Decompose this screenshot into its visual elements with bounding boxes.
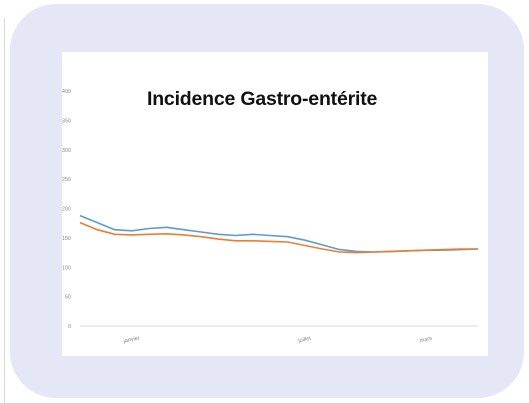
x-tick-label: juillet — [297, 336, 312, 345]
y-tick-label: 0 — [68, 324, 71, 330]
y-tick-label: 350 — [62, 118, 71, 124]
x-tick-label: mars — [419, 336, 432, 344]
y-tick-label: 150 — [62, 236, 71, 242]
left-border-rule — [4, 18, 5, 403]
series-lines — [79, 214, 479, 254]
y-axis-ticks: 0 50 100 150 200 250 300 350 400 — [62, 89, 71, 330]
y-tick-label: 200 — [62, 207, 71, 213]
y-tick-label: 300 — [62, 148, 71, 154]
series-line-1 — [79, 214, 479, 253]
x-axis-ticks: janvier juillet mars — [122, 335, 433, 344]
series-line-2 — [79, 221, 478, 254]
plot-area — [62, 52, 488, 356]
y-tick-label: 100 — [62, 265, 71, 271]
x-tick-label: janvier — [122, 335, 140, 344]
y-tick-label: 50 — [65, 295, 71, 301]
y-tick-label: 250 — [62, 177, 71, 183]
y-tick-label: 400 — [62, 89, 71, 95]
chart-title: Incidence Gastro-entérite — [147, 88, 378, 110]
